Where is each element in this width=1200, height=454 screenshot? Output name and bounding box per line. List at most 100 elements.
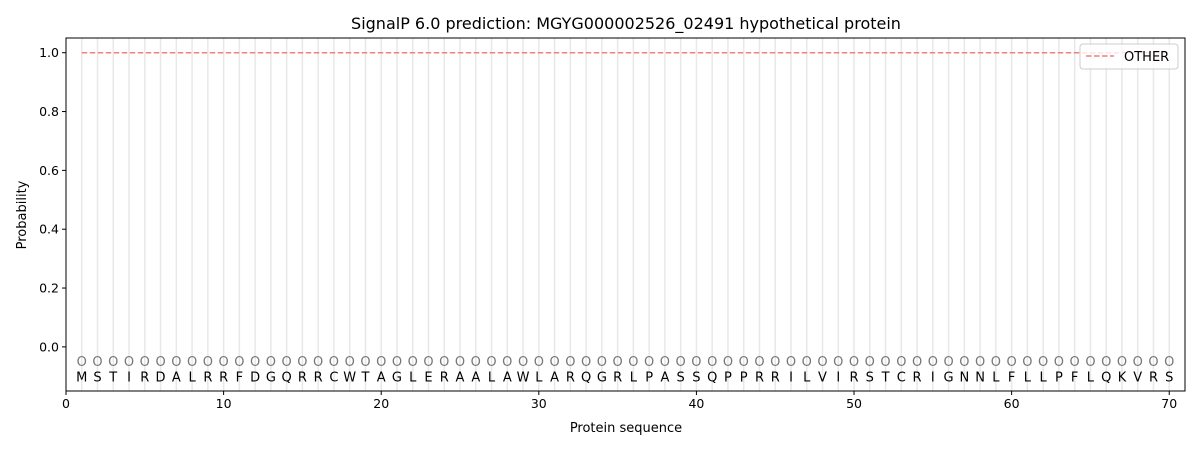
residue-label-32: R xyxy=(566,370,575,385)
residue-label-50: R xyxy=(850,370,859,385)
plot-frame xyxy=(65,37,1186,392)
residue-label-31: A xyxy=(550,370,559,385)
residue-label-47: L xyxy=(803,370,811,385)
residue-label-29: W xyxy=(517,370,530,385)
residue-label-55: I xyxy=(931,370,935,385)
region-label-26: O xyxy=(471,355,481,370)
region-label-20: O xyxy=(376,355,386,370)
residue-label-44: R xyxy=(755,370,764,385)
region-label-17: O xyxy=(329,355,339,370)
residue-label-33: Q xyxy=(581,370,591,385)
residue-label-19: T xyxy=(360,370,369,385)
residue-label-59: L xyxy=(992,370,1000,385)
x-tick-label: 40 xyxy=(688,396,704,411)
region-label-51: O xyxy=(865,355,875,370)
residue-label-38: A xyxy=(660,370,669,385)
residue-label-8: L xyxy=(188,370,196,385)
residue-label-58: N xyxy=(975,370,985,385)
residue-label-12: D xyxy=(250,370,260,385)
region-label-30: O xyxy=(534,355,544,370)
residue-label-45: R xyxy=(771,370,780,385)
residue-label-39: S xyxy=(677,370,685,385)
region-label-38: O xyxy=(660,355,670,370)
residue-label-28: A xyxy=(503,370,512,385)
residue-label-10: R xyxy=(219,370,228,385)
region-label-44: O xyxy=(754,355,764,370)
region-label-40: O xyxy=(691,355,701,370)
region-label-28: O xyxy=(502,355,512,370)
residue-label-26: A xyxy=(471,370,480,385)
y-tick-label: 0.2 xyxy=(39,281,59,296)
residue-label-66: Q xyxy=(1101,370,1111,385)
region-label-2: O xyxy=(92,355,102,370)
residue-label-25: A xyxy=(456,370,465,385)
residue-label-36: L xyxy=(630,370,638,385)
residue-label-37: P xyxy=(645,370,653,385)
residue-label-62: L xyxy=(1040,370,1048,385)
residue-label-48: V xyxy=(818,370,827,385)
residue-label-6: D xyxy=(156,370,166,385)
y-tick-label: 0.4 xyxy=(39,222,59,237)
region-label-33: O xyxy=(581,355,591,370)
residue-label-4: I xyxy=(127,370,131,385)
residue-label-3: T xyxy=(108,370,117,385)
y-axis-ticks: 0.0 0.2 0.4 0.6 0.8 1.0 xyxy=(39,45,66,354)
region-label-36: O xyxy=(628,355,638,370)
region-label-45: O xyxy=(770,355,780,370)
y-tick-label: 0.0 xyxy=(39,339,59,354)
region-label-65: O xyxy=(1085,355,1095,370)
residue-label-13: G xyxy=(266,370,276,385)
x-tick-label: 0 xyxy=(62,396,70,411)
region-label-23: O xyxy=(423,355,433,370)
residue-label-2: S xyxy=(93,370,101,385)
region-label-66: O xyxy=(1101,355,1111,370)
grid-lines xyxy=(81,38,1170,391)
residue-label-9: R xyxy=(203,370,212,385)
residue-label-7: A xyxy=(172,370,181,385)
region-label-12: O xyxy=(250,355,260,370)
residue-label-69: R xyxy=(1149,370,1158,385)
region-label-11: O xyxy=(234,355,244,370)
region-label-29: O xyxy=(518,355,528,370)
residue-label-68: V xyxy=(1133,370,1142,385)
region-label-68: O xyxy=(1133,355,1143,370)
region-label-41: O xyxy=(707,355,717,370)
region-label-37: O xyxy=(644,355,654,370)
region-label-59: O xyxy=(991,355,1001,370)
x-axis-ticks: 0 10 20 30 40 50 60 70 xyxy=(62,391,1177,411)
region-label-67: O xyxy=(1117,355,1127,370)
residue-label-17: C xyxy=(329,370,338,385)
residue-label-14: Q xyxy=(282,370,292,385)
region-label-55: O xyxy=(928,355,938,370)
region-label-48: O xyxy=(817,355,827,370)
residue-label-43: P xyxy=(740,370,748,385)
region-label-63: O xyxy=(1054,355,1064,370)
y-tick-label: 1.0 xyxy=(39,45,59,60)
region-label-16: O xyxy=(313,355,323,370)
residue-label-63: P xyxy=(1055,370,1063,385)
residue-label-51: S xyxy=(866,370,874,385)
region-label-46: O xyxy=(786,355,796,370)
residue-label-42: P xyxy=(724,370,732,385)
region-label-62: O xyxy=(1038,355,1048,370)
x-axis-label: Protein sequence xyxy=(570,421,682,436)
residue-label-57: N xyxy=(959,370,969,385)
region-label-69: O xyxy=(1148,355,1158,370)
region-label-61: O xyxy=(1022,355,1032,370)
residue-label-5: R xyxy=(140,370,149,385)
region-label-3: O xyxy=(108,355,118,370)
residue-label-15: R xyxy=(298,370,307,385)
residue-label-67: K xyxy=(1118,370,1127,385)
residue-label-35: R xyxy=(613,370,622,385)
residue-label-18: W xyxy=(343,370,356,385)
region-label-53: O xyxy=(896,355,906,370)
region-label-4: O xyxy=(124,355,134,370)
region-label-14: O xyxy=(282,355,292,370)
region-label-10: O xyxy=(218,355,228,370)
region-label-31: O xyxy=(549,355,559,370)
region-label-34: O xyxy=(597,355,607,370)
region-label-15: O xyxy=(297,355,307,370)
region-label-32: O xyxy=(565,355,575,370)
residue-label-60: F xyxy=(1008,370,1015,385)
